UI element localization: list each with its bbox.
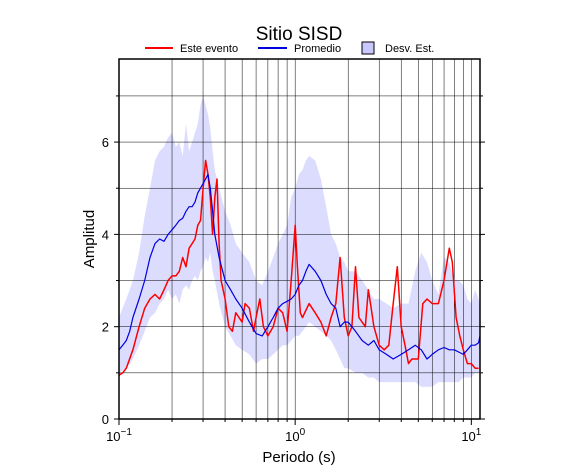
x-tick-label: 101	[461, 427, 481, 444]
y-tick-label: 2	[102, 320, 109, 335]
grid-layer	[119, 59, 480, 419]
tick-layer: 0 2 4 6 10−1 100 101	[102, 95, 485, 444]
y-tick-label: 6	[102, 135, 109, 150]
std-dev-band-layer	[119, 95, 480, 387]
legend-label-promedio: Promedio	[294, 43, 341, 55]
legend-label-este-evento: Este evento	[180, 43, 238, 55]
x-axis-label: Periodo (s)	[262, 449, 335, 466]
y-tick-label: 0	[102, 412, 109, 427]
std-dev-band	[119, 95, 480, 387]
legend-label-desv-est: Desv. Est.	[385, 43, 434, 55]
legend-swatch-desv-est	[361, 41, 375, 55]
legend: Este evento Promedio Desv. Est.	[145, 41, 434, 55]
plot-frame	[118, 58, 481, 420]
y-axis-label: Amplitud	[81, 210, 98, 268]
x-tick-label: 10−1	[106, 427, 132, 444]
series-line-este-evento	[118, 159, 479, 376]
series-line-promedio	[118, 173, 481, 360]
x-tick-label: 100	[285, 427, 305, 444]
series-layer	[118, 159, 481, 376]
chart-title: Sitio SISD	[256, 24, 343, 45]
y-tick-label: 4	[102, 227, 109, 242]
